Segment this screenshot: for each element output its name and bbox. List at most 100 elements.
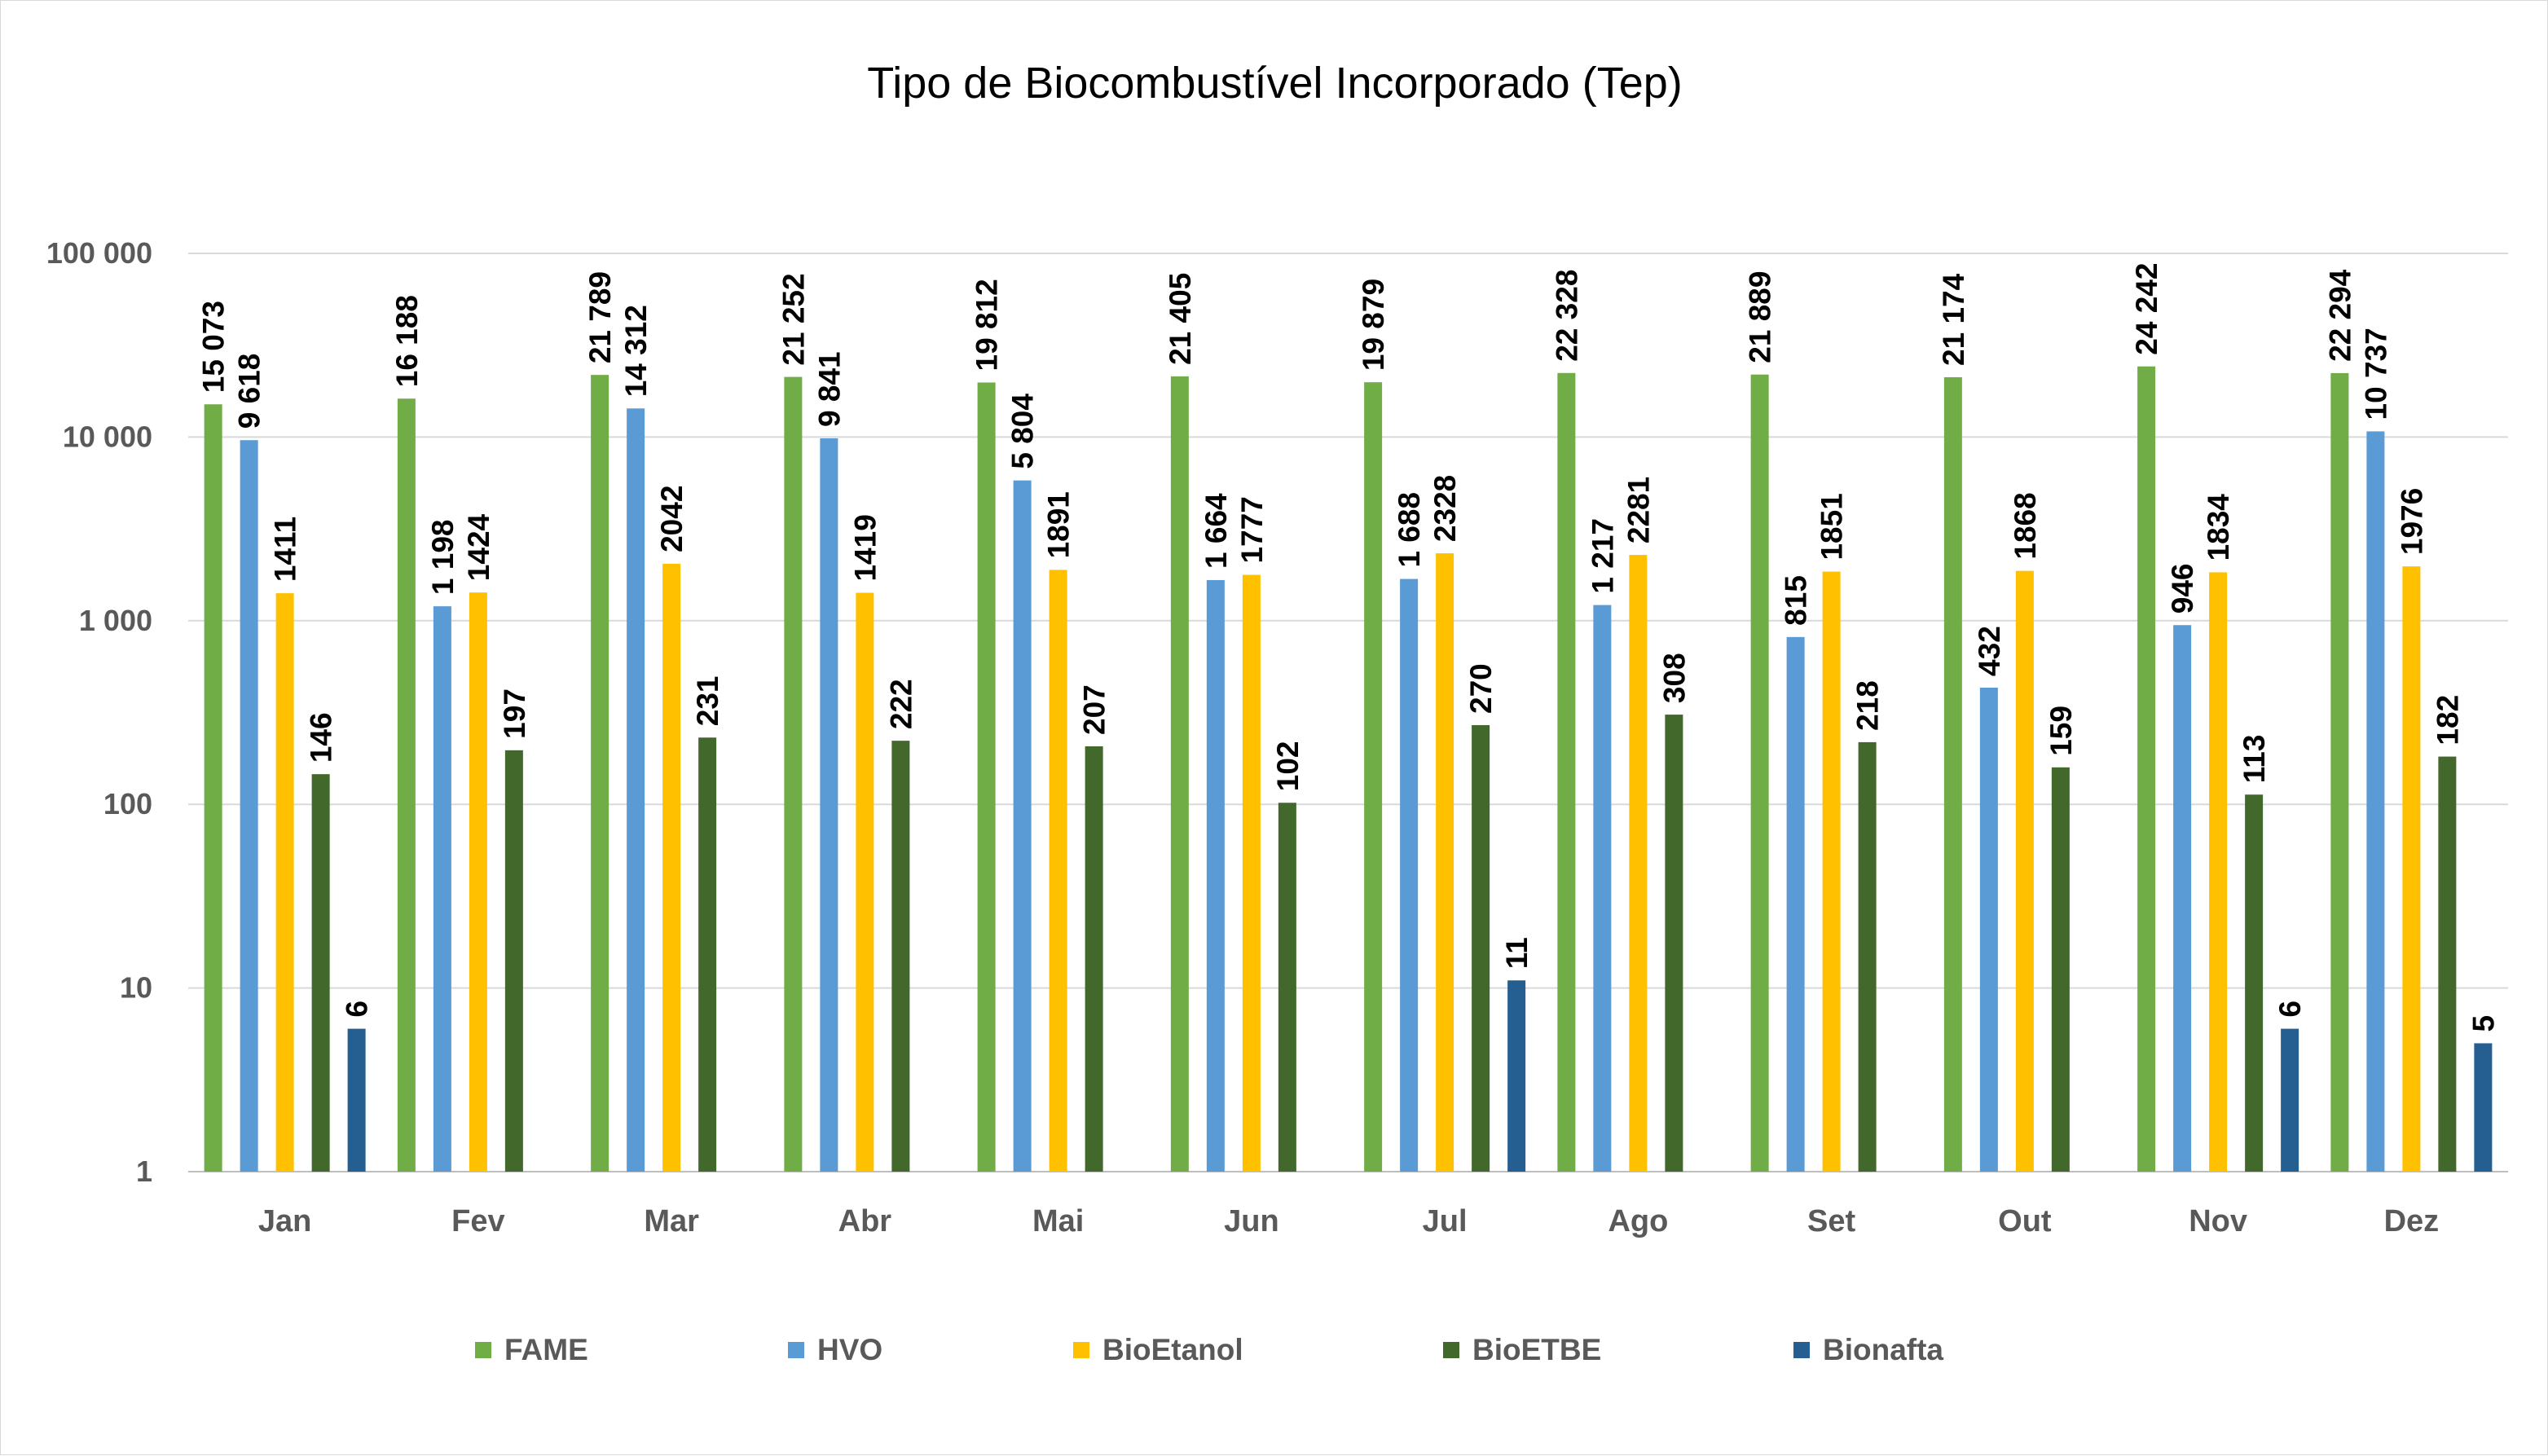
bar-bioetanol <box>2402 566 2421 1172</box>
data-label: 815 <box>1780 575 1813 626</box>
bar-bioetanol <box>856 592 874 1172</box>
x-tick-label: Out <box>1998 1204 2052 1238</box>
x-tick-label: Ago <box>1608 1204 1668 1238</box>
bar-fame <box>1364 382 1383 1172</box>
data-label: 21 174 <box>1937 273 1970 366</box>
bar-bioetanol <box>469 592 487 1172</box>
data-label: 16 188 <box>390 295 424 387</box>
data-label: 1 688 <box>1393 492 1426 568</box>
data-label: 182 <box>2431 695 2464 746</box>
bar-fame <box>591 375 609 1172</box>
bar-fame <box>397 398 416 1172</box>
bar-bioetbe <box>311 774 330 1172</box>
legend-item-bioetanol: BioEtanol <box>1073 1333 1243 1366</box>
legend-item-hvo: HVO <box>788 1333 883 1366</box>
bar-bioetbe <box>1278 803 1296 1172</box>
data-label: 1851 <box>1815 493 1849 560</box>
x-tick-label: Jan <box>258 1204 311 1238</box>
x-tick-label: Abr <box>838 1204 892 1238</box>
bar-bioetbe <box>891 741 910 1172</box>
data-label: 22 294 <box>2323 269 2357 362</box>
data-label: 432 <box>1973 626 2006 676</box>
data-label: 1411 <box>269 517 302 582</box>
bar-fame <box>977 382 996 1172</box>
legend-swatch <box>1443 1342 1459 1358</box>
data-label: 270 <box>1464 663 1498 714</box>
bar-fame <box>1750 374 1769 1172</box>
bar-fame <box>204 404 222 1172</box>
data-label: 5 <box>2467 1015 2500 1032</box>
data-label: 9 841 <box>812 351 846 427</box>
data-label: 218 <box>1851 680 1885 731</box>
bar-fame <box>2330 372 2349 1172</box>
bar-bioetbe <box>1858 741 1877 1172</box>
bar-hvo <box>627 408 645 1172</box>
data-label: 159 <box>2044 706 2078 756</box>
data-label: 1976 <box>2395 488 2428 555</box>
legend-item-bioetbe: BioETBE <box>1443 1333 1602 1366</box>
bar-bionafta <box>347 1028 366 1172</box>
data-label: 1419 <box>848 514 882 581</box>
data-label: 1 664 <box>1199 493 1233 569</box>
legend-item-fame: FAME <box>475 1333 588 1366</box>
data-label: 113 <box>2238 735 2271 784</box>
legend-label: BioEtanol <box>1102 1333 1243 1366</box>
bar-bioetbe <box>2245 794 2264 1172</box>
bar-hvo <box>1206 579 1225 1172</box>
y-tick-label: 10 000 <box>63 420 152 453</box>
bar-hvo <box>1979 687 1998 1172</box>
legend-swatch <box>1073 1342 1089 1358</box>
y-tick-label: 1 <box>136 1155 152 1188</box>
chart-title: Tipo de Biocombustível Incorporado (Tep) <box>867 59 1683 108</box>
y-tick-label: 10 <box>120 971 152 1005</box>
data-label: 19 812 <box>970 279 1004 371</box>
data-label: 207 <box>1078 684 1111 735</box>
bar-bioetanol <box>1629 555 1648 1172</box>
data-label: 1 217 <box>1586 518 1619 594</box>
y-tick-label: 100 000 <box>46 236 152 270</box>
x-tick-label: Set <box>1807 1204 1855 1238</box>
bar-bionafta <box>1507 980 1526 1172</box>
data-label: 6 <box>341 1001 374 1018</box>
x-tick-label: Mar <box>644 1204 699 1238</box>
data-label: 21 789 <box>583 271 617 363</box>
data-label: 21 252 <box>777 273 810 365</box>
legend-swatch <box>475 1342 491 1358</box>
data-label: 11 <box>1500 937 1534 969</box>
data-label: 197 <box>498 688 531 739</box>
bar-bioetbe <box>1085 746 1103 1172</box>
bar-hvo <box>1400 578 1419 1172</box>
data-label: 231 <box>691 676 724 727</box>
bar-bioetanol <box>1436 553 1454 1172</box>
bar-hvo <box>1593 605 1612 1172</box>
y-tick-label: 100 <box>103 787 152 820</box>
bar-bioetanol <box>1822 571 1841 1172</box>
bar-fame <box>2137 366 2156 1172</box>
x-tick-label: Dez <box>2384 1204 2440 1238</box>
bar-fame <box>1943 376 1962 1172</box>
bar-hvo <box>433 606 451 1172</box>
legend-label: HVO <box>817 1333 883 1366</box>
data-label: 1868 <box>2009 492 2042 559</box>
bar-bioetanol <box>2209 572 2228 1172</box>
bar-bionafta <box>2474 1043 2493 1172</box>
data-label: 5 804 <box>1006 394 1040 469</box>
bar-bioetanol <box>1242 574 1261 1172</box>
bar-bioetbe <box>504 750 523 1172</box>
bar-bioetanol <box>1049 570 1067 1172</box>
legend-label: Bionafta <box>1823 1333 1943 1366</box>
legend-label: BioETBE <box>1472 1333 1602 1366</box>
data-label: 102 <box>1271 741 1305 792</box>
data-label: 22 328 <box>1550 270 1583 362</box>
data-label: 2328 <box>1428 475 1462 542</box>
y-tick-label: 1 000 <box>79 604 152 637</box>
data-label: 946 <box>2166 563 2199 614</box>
bar-bioetanol <box>275 593 294 1172</box>
legend-swatch <box>788 1342 804 1358</box>
data-label: 24 242 <box>2130 263 2163 355</box>
legend-label: FAME <box>504 1333 588 1366</box>
bar-bioetbe <box>1665 715 1683 1172</box>
data-label: 1891 <box>1042 491 1076 558</box>
